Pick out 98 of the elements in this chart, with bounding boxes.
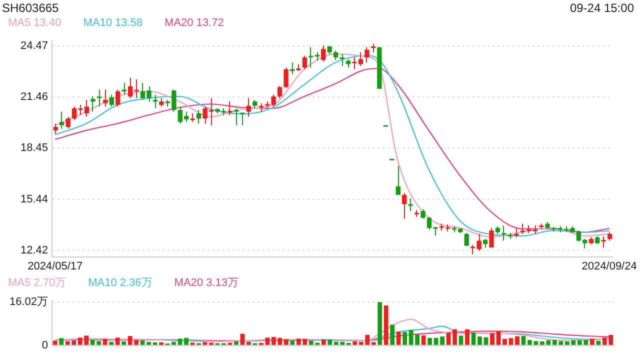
bar — [390, 324, 395, 345]
bar — [465, 329, 470, 345]
bar — [408, 330, 414, 345]
candlestick — [502, 224, 506, 242]
bar — [378, 302, 382, 345]
chart-title: SH603665 — [2, 1, 59, 15]
candlestick — [53, 123, 58, 134]
candlestick — [334, 50, 338, 60]
candlestick — [408, 198, 413, 212]
bar — [502, 338, 507, 345]
candlestick — [103, 89, 108, 108]
bar — [428, 338, 432, 345]
candlestick — [302, 55, 308, 70]
bar — [384, 305, 388, 345]
y-tick-label: 0 — [42, 339, 48, 352]
candlestick — [66, 116, 70, 130]
bar — [440, 336, 444, 345]
bar — [421, 335, 426, 345]
bar — [128, 336, 132, 345]
candlestick — [96, 89, 102, 108]
text: MA5 13.40 — [8, 16, 62, 30]
bar — [321, 339, 326, 345]
bar — [590, 338, 594, 345]
candlestick — [240, 112, 245, 126]
bar — [152, 342, 158, 345]
bar — [234, 341, 238, 345]
bar — [284, 339, 288, 345]
bar — [415, 334, 420, 345]
text: MA10 13.58 — [83, 16, 143, 30]
text: MA20 13.72 — [164, 16, 224, 30]
bar — [202, 342, 208, 345]
candlestick — [464, 232, 469, 246]
bar — [246, 342, 251, 345]
candlestick — [90, 96, 96, 112]
bar — [52, 340, 58, 345]
bar — [434, 338, 438, 345]
bar — [352, 341, 358, 345]
bar — [159, 342, 164, 345]
x-tick-label: 2024/09/24 — [582, 260, 637, 272]
y-tick-label: 15.44 — [20, 193, 48, 206]
candlestick — [396, 166, 400, 196]
bar — [122, 341, 126, 345]
bar — [328, 339, 332, 345]
bar — [290, 340, 295, 345]
bar — [240, 334, 245, 345]
candlestick — [321, 45, 326, 62]
bar — [521, 336, 526, 345]
bar — [515, 336, 520, 345]
candlestick — [364, 46, 370, 63]
bar — [484, 337, 488, 345]
bar — [172, 342, 176, 345]
candlestick — [284, 67, 288, 88]
bar — [458, 336, 464, 345]
y-tick-label: 18.45 — [20, 142, 48, 154]
candlestick — [196, 110, 202, 124]
candlestick — [277, 86, 282, 99]
candlestick — [122, 82, 126, 96]
bar — [146, 342, 151, 345]
candlestick — [109, 94, 114, 108]
candlestick — [228, 101, 232, 116]
line-series — [54, 318, 612, 342]
candlestick — [601, 236, 606, 248]
bar — [134, 340, 138, 345]
bar — [528, 340, 532, 345]
bar — [508, 338, 514, 345]
text: MA5 2.70万 — [8, 276, 66, 290]
candlestick — [402, 192, 407, 220]
y-tick-label: 12.42 — [20, 244, 48, 257]
text: MA10 2.36万 — [88, 276, 152, 290]
bar — [534, 341, 538, 345]
bar — [115, 338, 120, 345]
bar — [102, 338, 108, 345]
bar — [59, 338, 64, 345]
text: 09-24 15:00 — [570, 1, 634, 15]
bar — [371, 342, 376, 345]
bar — [446, 332, 451, 345]
bar — [109, 342, 114, 345]
bar — [496, 331, 501, 345]
text: MA20 3.13万 — [174, 276, 238, 290]
bar — [396, 332, 401, 345]
y-tick-label: 24.47 — [20, 40, 48, 52]
candlestick — [340, 54, 344, 66]
candlestick — [60, 111, 64, 130]
bar — [140, 340, 145, 345]
bar — [178, 338, 182, 345]
y-tick-label: 21.46 — [20, 91, 48, 104]
x-tick-label: 2024/05/17 — [28, 260, 83, 272]
bar — [596, 340, 601, 345]
bar — [184, 338, 188, 345]
bar — [452, 329, 457, 345]
candlestick — [489, 227, 494, 248]
bar — [490, 333, 494, 345]
bar — [402, 332, 407, 345]
candlestick — [116, 89, 120, 108]
y-tick-label: 16.02万 — [9, 296, 48, 308]
bar — [471, 332, 476, 345]
candlestick — [420, 208, 426, 220]
bar — [478, 336, 482, 345]
